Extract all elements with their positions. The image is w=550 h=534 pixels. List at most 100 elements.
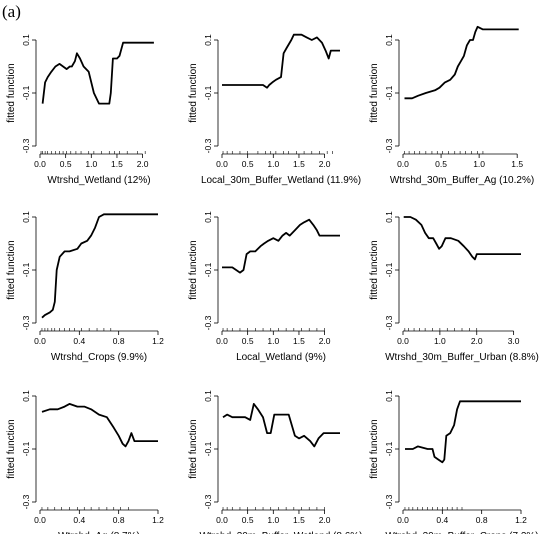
x-axis-label: Local_Wetland (9%) — [236, 352, 326, 363]
chart-panel-8: -0.3 -0.1 0.1 0.0 0.5 1.0 1.5 2.0 fitted functio… — [188, 390, 363, 534]
x-tick-label: 1.5 — [111, 159, 123, 169]
x-tick-label: 1.0 — [473, 159, 485, 169]
x-tick-label: 0.0 — [216, 159, 228, 169]
y-tick-label: -0.3 — [384, 494, 394, 509]
y-axis-label: fitted function — [369, 63, 380, 122]
x-tick-label: 0.5 — [242, 336, 254, 346]
x-tick-label: 1.5 — [293, 336, 305, 346]
y-tick-label: -0.1 — [203, 262, 213, 277]
x-tick-label: 2.0 — [137, 159, 149, 169]
x-tick-label: 0.0 — [216, 336, 228, 346]
series-line — [403, 216, 521, 261]
series-line — [222, 403, 340, 448]
series-line — [41, 403, 158, 448]
x-tick-label: 1.5 — [293, 159, 305, 169]
x-tick-label: 0.0 — [216, 515, 228, 525]
x-tick-label: 1.0 — [267, 159, 279, 169]
series-line — [222, 218, 340, 274]
x-axis-label: Wtrshd_Ag (8.7%) — [58, 531, 140, 534]
y-tick-label: -0.3 — [203, 494, 213, 509]
y-axis-label: fitted function — [6, 240, 17, 299]
x-tick-label: 1.2 — [152, 515, 164, 525]
x-tick-label: 0.5 — [60, 159, 72, 169]
x-tick-label: 3.0 — [508, 336, 520, 346]
x-axis-label: Wtrshd_30m_Buffer_Wetland (8.6%) — [199, 531, 362, 534]
x-tick-label: 0.0 — [34, 515, 46, 525]
chart-panel-5: -0.3 -0.1 0.1 0.0 0.5 1.0 1.5 2.0 fitted functio… — [188, 211, 340, 363]
x-tick-label: 2.0 — [471, 336, 483, 346]
y-tick-label: 0.1 — [384, 34, 394, 46]
chart-panel-3: -0.3 -0.1 0.1 0.0 0.5 1.0 1.5 fitted function Wt… — [369, 25, 534, 186]
x-axis-label: Wtrshd_30m_Buffer_Crops (7.2%) — [385, 531, 538, 534]
y-axis-label: fitted function — [188, 63, 199, 122]
y-tick-label: 0.1 — [203, 34, 213, 46]
x-tick-label: 2.0 — [319, 515, 331, 525]
x-tick-label: 2.0 — [319, 159, 331, 169]
x-tick-label: 0.4 — [436, 515, 448, 525]
x-axis-label: Wtrshd_30m_Buffer_Urban (8.8%) — [385, 352, 539, 363]
y-tick-label: -0.3 — [203, 315, 213, 330]
y-tick-label: -0.3 — [21, 315, 31, 330]
x-tick-label: 1.0 — [85, 159, 97, 169]
y-tick-label: -0.3 — [21, 138, 31, 153]
x-tick-label: 1.2 — [515, 515, 527, 525]
y-tick-label: 0.1 — [21, 211, 31, 223]
x-tick-label: 0.8 — [113, 336, 125, 346]
x-tick-label: 0.8 — [113, 515, 125, 525]
series-line — [405, 400, 521, 464]
y-tick-label: 0.1 — [21, 390, 31, 402]
chart-panel-4: -0.3 -0.1 0.1 0.0 0.4 0.8 1.2 fitted function Wt… — [6, 211, 164, 363]
y-tick-label: -0.1 — [203, 441, 213, 456]
x-tick-label: 1.0 — [267, 515, 279, 525]
y-axis-label: fitted function — [188, 419, 199, 478]
series-line — [41, 213, 158, 319]
y-tick-label: 0.1 — [384, 390, 394, 402]
x-tick-label: 0.4 — [73, 336, 85, 346]
y-tick-label: 0.1 — [384, 211, 394, 223]
y-axis-label: fitted function — [188, 240, 199, 299]
x-tick-label: 1.5 — [293, 515, 305, 525]
panel-label: (a) — [2, 2, 21, 21]
y-tick-label: -0.3 — [384, 315, 394, 330]
y-tick-label: 0.1 — [203, 211, 213, 223]
series-line — [222, 33, 340, 89]
chart-panel-9: -0.3 -0.1 0.1 0.0 0.4 0.8 1.2 fitted function Wt… — [369, 390, 539, 534]
y-axis-label: fitted function — [6, 63, 17, 122]
x-tick-label: 0.5 — [435, 159, 447, 169]
x-tick-label: 1.2 — [152, 336, 164, 346]
x-axis-label: Local_30m_Buffer_Wetland (11.9%) — [201, 175, 361, 186]
x-tick-label: 0.5 — [242, 159, 254, 169]
x-axis-label: Wtrshd_Wetland (12%) — [47, 175, 150, 186]
y-tick-label: -0.1 — [384, 85, 394, 100]
x-tick-label: 0.8 — [476, 515, 488, 525]
chart-panel-7: -0.3 -0.1 0.1 0.0 0.4 0.8 1.2 fitted function Wt… — [6, 390, 164, 534]
y-tick-label: -0.1 — [203, 85, 213, 100]
y-tick-label: -0.1 — [21, 262, 31, 277]
y-tick-label: -0.3 — [203, 138, 213, 153]
y-tick-label: 0.1 — [21, 34, 31, 46]
y-tick-label: -0.1 — [384, 441, 394, 456]
series-line — [404, 25, 519, 100]
x-tick-label: 1.5 — [511, 159, 523, 169]
x-tick-label: 1.0 — [267, 336, 279, 346]
y-tick-label: -0.3 — [21, 494, 31, 509]
chart-panel-2: -0.3 -0.1 0.1 0.0 0.5 1.0 1.5 2.0 fitted functio… — [188, 33, 361, 186]
x-tick-label: 0.0 — [34, 159, 46, 169]
x-tick-label: 0.5 — [242, 515, 254, 525]
x-tick-label: 0.4 — [73, 515, 85, 525]
x-tick-label: 2.0 — [319, 336, 331, 346]
y-tick-label: -0.3 — [384, 138, 394, 153]
y-axis-label: fitted function — [6, 419, 17, 478]
x-tick-label: 1.0 — [434, 336, 446, 346]
y-tick-label: -0.1 — [384, 262, 394, 277]
y-axis-label: fitted function — [369, 240, 380, 299]
y-tick-label: -0.1 — [21, 441, 31, 456]
x-tick-label: 0.0 — [397, 159, 409, 169]
y-tick-label: 0.1 — [203, 390, 213, 402]
chart-panel-6: -0.3 -0.1 0.1 0.0 1.0 2.0 3.0 fitted function Wt… — [369, 211, 539, 363]
y-tick-label: -0.1 — [21, 85, 31, 100]
x-tick-label: 0.0 — [397, 515, 409, 525]
x-axis-label: Wtrshd_30m_Buffer_Ag (10.2%) — [390, 175, 534, 186]
x-axis-label: Wtrshd_Crops (9.9%) — [51, 352, 147, 363]
